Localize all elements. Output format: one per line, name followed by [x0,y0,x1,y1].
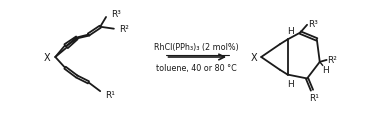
Text: R³: R³ [111,9,121,18]
Text: R¹: R¹ [105,90,115,99]
Text: X: X [44,53,50,62]
Text: R²: R² [328,56,338,65]
Text: R³: R³ [308,20,318,29]
Text: H: H [322,66,329,75]
Text: R²: R² [119,25,129,34]
Text: H: H [287,27,294,36]
Text: toluene, 40 or 80 °C: toluene, 40 or 80 °C [156,64,237,73]
Text: RhCl(PPh₃)₃ (2 mol%): RhCl(PPh₃)₃ (2 mol%) [155,42,239,51]
Text: X: X [251,53,258,62]
Text: R¹: R¹ [309,94,319,103]
Text: H: H [287,79,294,88]
